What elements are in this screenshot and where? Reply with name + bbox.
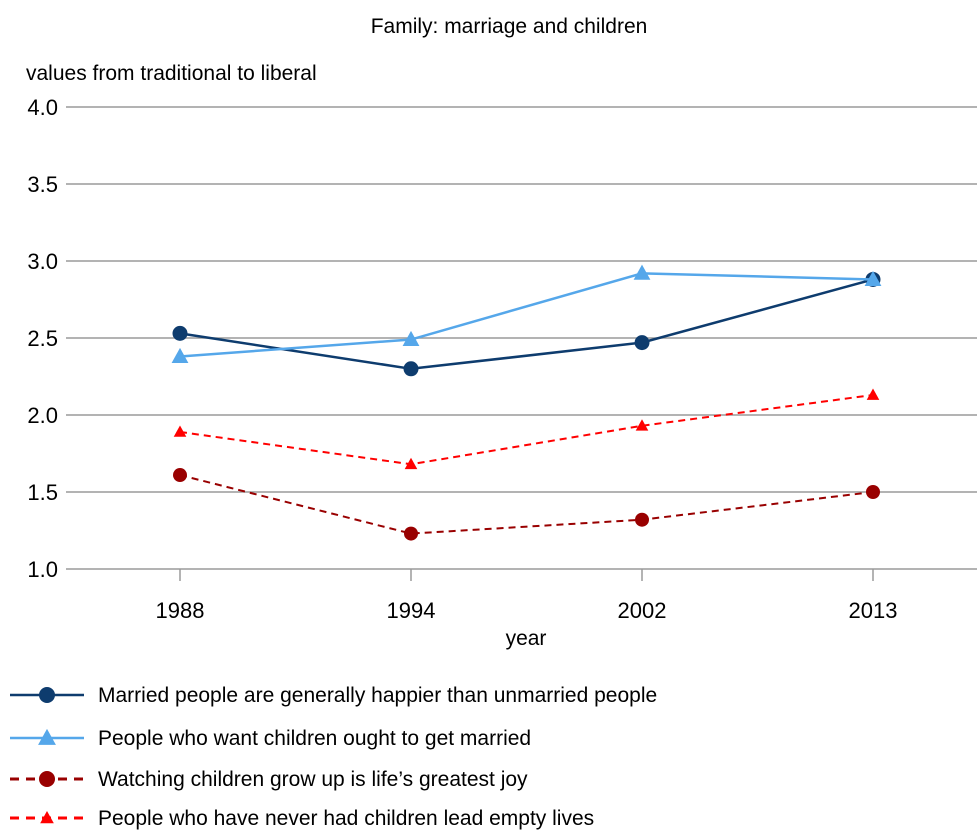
legend-item: Married people are generally happier tha… <box>10 684 657 707</box>
data-point <box>866 485 880 499</box>
series-line <box>179 272 874 358</box>
data-point <box>404 526 418 541</box>
y-tick-label: 2.5 <box>27 326 58 351</box>
data-point <box>864 270 882 286</box>
data-point <box>171 347 189 363</box>
data-point <box>403 361 419 377</box>
data-point <box>633 264 651 280</box>
data-point <box>635 512 649 527</box>
x-tick-label: 1994 <box>387 598 436 623</box>
data-point <box>404 457 418 470</box>
data-point <box>172 325 188 341</box>
data-point <box>634 335 650 351</box>
legend-label: Married people are generally happier tha… <box>98 684 657 707</box>
legend-item: People who have never had children lead … <box>10 807 594 830</box>
legend-item: Watching children grow up is life’s grea… <box>10 768 528 791</box>
x-tick-label: 2002 <box>618 598 667 623</box>
legend: Married people are generally happier tha… <box>10 684 657 830</box>
y-tick-label: 4.0 <box>27 95 58 120</box>
legend-marker <box>40 810 54 824</box>
y-tick-label: 1.5 <box>27 480 58 505</box>
series-line <box>179 278 874 371</box>
legend-label: Watching children grow up is life’s grea… <box>98 768 528 791</box>
series <box>172 271 881 377</box>
chart-title: Family: marriage and children <box>371 15 648 38</box>
series-line <box>179 474 874 535</box>
data-point <box>173 468 187 483</box>
y-tick-labels: 1.0 1.5 2.0 2.5 3.0 3.5 4.0 <box>27 95 58 582</box>
x-tick-label: 1988 <box>156 598 205 623</box>
legend-item: People who want children ought to get ma… <box>10 727 531 750</box>
x-axis-label: year <box>506 627 547 650</box>
y-tick-label: 2.0 <box>27 403 58 428</box>
data-point <box>866 388 880 400</box>
series-group <box>171 264 882 541</box>
legend-label: People who have never had children lead … <box>98 807 594 830</box>
series-line <box>179 393 874 466</box>
legend-marker <box>39 771 55 787</box>
legend-marker <box>39 687 55 703</box>
x-tick-labels: 1988 1994 2002 2013 <box>156 569 898 623</box>
x-tick-label: 2013 <box>849 598 898 623</box>
series <box>171 264 882 363</box>
y-tick-label: 3.0 <box>27 249 58 274</box>
data-point <box>402 330 420 347</box>
legend-label: People who want children ought to get ma… <box>98 727 531 750</box>
series <box>173 388 880 470</box>
series <box>173 468 880 541</box>
y-tick-label: 3.5 <box>27 172 58 197</box>
y-tick-label: 1.0 <box>27 557 58 582</box>
data-point <box>173 425 187 437</box>
legend-marker <box>38 728 56 745</box>
data-point <box>635 419 649 431</box>
y-axis-label: values from traditional to liberal <box>26 62 317 85</box>
